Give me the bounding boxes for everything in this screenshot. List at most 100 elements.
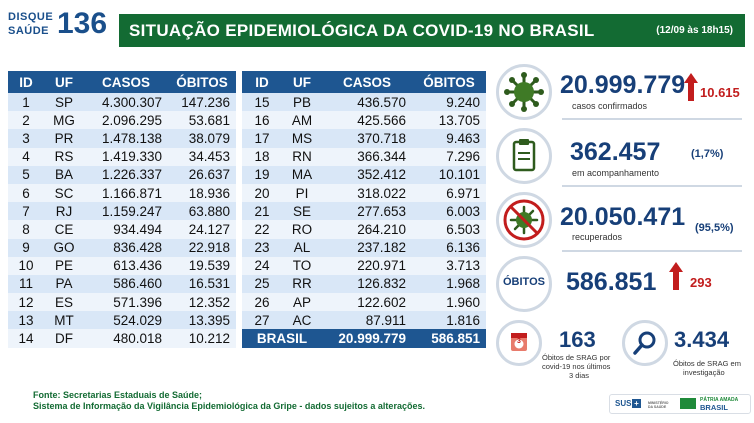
table-row: 10 PE 613.436 19.539: [8, 256, 236, 275]
cell-id: 23: [242, 238, 282, 257]
cell-id: 3: [8, 129, 44, 148]
cell-uf: RJ: [44, 202, 84, 221]
cell-uf: CE: [44, 220, 84, 239]
table-row: 16 AM 425.566 13.705: [242, 111, 486, 130]
cell-cases: 425.566: [322, 111, 412, 130]
cell-id: 15: [242, 93, 282, 112]
cell-cases: 366.344: [322, 147, 412, 166]
cell-id: 2: [8, 111, 44, 130]
disque-saude-logo: DISQUE SAÚDE 136: [8, 7, 112, 42]
table-row: 12 ES 571.396 12.352: [8, 293, 236, 312]
brand-strip: SUS + MINISTÉRIO DA SAÚDE PÁTRIA AMADA B…: [609, 394, 751, 414]
col-deaths: ÓBITOS: [412, 71, 486, 93]
up-arrow-icon: [669, 262, 683, 290]
cell-uf: RN: [282, 147, 322, 166]
cell-deaths: 24.127: [168, 220, 236, 239]
cell-uf: PR: [44, 129, 84, 148]
cell-uf: SP: [44, 93, 84, 112]
divider: [562, 250, 742, 252]
table-row: 18 RN 366.344 7.296: [242, 147, 486, 166]
cell-deaths: 1.816: [412, 311, 486, 330]
monitoring-label: em acompanhamento: [572, 168, 660, 178]
cell-cases: 934.494: [84, 220, 168, 239]
divider: [562, 118, 742, 120]
table-row: 1 SP 4.300.307 147.236: [8, 93, 236, 112]
cell-deaths: 6.971: [412, 183, 486, 203]
cell-uf: PE: [44, 256, 84, 275]
cell-deaths: 38.079: [168, 129, 236, 148]
cell-uf: PB: [282, 93, 322, 112]
deaths-value: 586.851: [566, 268, 657, 296]
sus-logo: SUS: [615, 399, 632, 408]
table-row: 26 AP 122.602 1.960: [242, 293, 486, 312]
cell-uf: SE: [282, 202, 322, 221]
source-line-1: Fonte: Secretarias Estaduais de Saúde;: [33, 390, 203, 400]
cell-deaths: 3.713: [412, 256, 486, 275]
table-row: 2 MG 2.096.295 53.681: [8, 111, 236, 130]
cell-deaths: 16.531: [168, 274, 236, 294]
total-deaths: 586.851: [412, 329, 486, 348]
title-banner: SITUAÇÃO EPIDEMIOLÓGICA DA COVID-19 NO B…: [119, 14, 745, 47]
col-uf: UF: [44, 71, 84, 93]
table-row: 19 MA 352.412 10.101: [242, 165, 486, 184]
cell-uf: AM: [282, 111, 322, 130]
cell-cases: 613.436: [84, 256, 168, 275]
cell-deaths: 9.240: [412, 93, 486, 112]
cell-cases: 122.602: [322, 293, 412, 312]
cell-id: 8: [8, 220, 44, 239]
cell-deaths: 18.936: [168, 183, 236, 203]
col-id: ID: [242, 71, 282, 93]
cell-cases: 836.428: [84, 238, 168, 257]
gov-logo-line2: BRASIL: [700, 403, 728, 412]
table-row: 15 PB 436.570 9.240: [242, 93, 486, 112]
cell-cases: 318.022: [322, 183, 412, 203]
cell-uf: AC: [282, 311, 322, 330]
cell-deaths: 19.539: [168, 256, 236, 275]
recovered-label: recuperados: [572, 232, 623, 242]
cell-id: 25: [242, 274, 282, 294]
cell-id: 26: [242, 293, 282, 312]
sus-cross-icon: +: [632, 399, 641, 408]
table-header: ID UF CASOS ÓBITOS: [8, 71, 236, 93]
cell-uf: AL: [282, 238, 322, 257]
divider: [562, 185, 742, 187]
srag-investigation-value: 3.434: [674, 327, 730, 352]
table-row: 6 SC 1.166.871 18.936: [8, 183, 236, 203]
cell-deaths: 22.918: [168, 238, 236, 257]
monitoring-icon-circle: [496, 128, 552, 184]
total-cases: 20.999.779: [322, 329, 412, 348]
confirmed-icon-circle: [496, 64, 552, 120]
cell-cases: 220.971: [322, 256, 412, 275]
clipboard-icon: [512, 139, 536, 172]
magnifier-icon: [633, 331, 656, 355]
cell-id: 9: [8, 238, 44, 257]
cell-deaths: 7.296: [412, 147, 486, 166]
table-row: 21 SE 277.653 6.003: [242, 202, 486, 221]
col-cases: CASOS: [84, 71, 168, 93]
cell-uf: BA: [44, 165, 84, 184]
cell-uf: PI: [282, 183, 322, 203]
cell-deaths: 13.395: [168, 311, 236, 330]
table-row: 13 MT 524.029 13.395: [8, 311, 236, 330]
virus-icon: [504, 72, 544, 112]
cell-cases: 126.832: [322, 274, 412, 294]
total-label: BRASIL: [242, 329, 322, 348]
cell-id: 5: [8, 165, 44, 184]
cell-cases: 87.911: [322, 311, 412, 330]
srag-recent-value: 163: [559, 327, 596, 352]
table-row: 3 PR 1.478.138 38.079: [8, 129, 236, 148]
cell-cases: 524.029: [84, 311, 168, 330]
cell-id: 14: [8, 329, 44, 348]
confirmed-increase: 10.615: [700, 85, 740, 100]
table-row: 11 PA 586.460 16.531: [8, 274, 236, 294]
cell-uf: AP: [282, 293, 322, 312]
table-divider: [236, 71, 242, 362]
gov-flag-icon: [680, 398, 696, 409]
cell-id: 10: [8, 256, 44, 275]
cell-id: 1: [8, 93, 44, 112]
cell-cases: 571.396: [84, 293, 168, 312]
cell-id: 6: [8, 183, 44, 203]
table-header: ID UF CASOS ÓBITOS: [242, 71, 486, 93]
cell-deaths: 1.960: [412, 293, 486, 312]
up-arrow-icon: [684, 73, 698, 101]
